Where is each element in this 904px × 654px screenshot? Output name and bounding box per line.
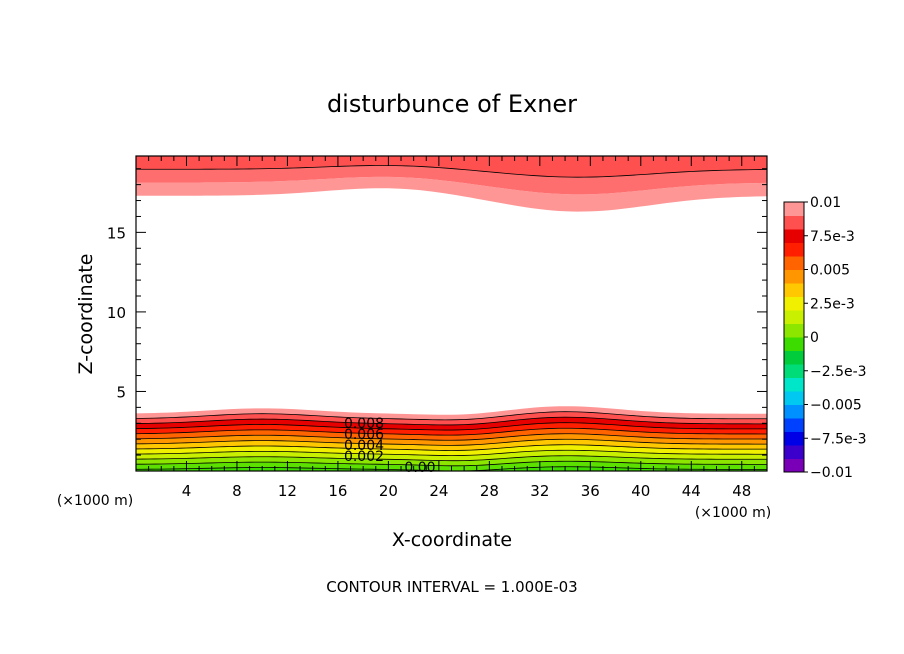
colorbar-tick-label: 2.5e-3 — [810, 296, 855, 312]
axis-ticks — [136, 156, 767, 471]
x-tick-labels: 4 8 12 16 20 24 28 32 36 40 44 48 — [182, 482, 752, 500]
colorbar-swatch — [784, 323, 804, 338]
y-axis-label: Z-coordinate — [75, 254, 97, 375]
x-tick-label: 44 — [682, 482, 701, 500]
bottom-band-10 — [136, 411, 767, 425]
colorbar-swatch — [784, 296, 804, 311]
x-tick-label: 36 — [581, 482, 600, 500]
bottom-contour-5 — [135, 438, 768, 446]
contour-label: 0.00 — [404, 460, 435, 476]
bottom-band-5 — [136, 439, 767, 451]
bottom-band-7 — [136, 428, 767, 441]
x-unit-left: (×1000 m) — [57, 493, 133, 509]
bottom-contour-4 — [135, 444, 767, 451]
colorbar-swatch — [784, 215, 804, 230]
colorbar-swatch — [784, 418, 804, 432]
y-tick-labels: 5 10 15 — [107, 224, 126, 401]
colorbar-swatch — [784, 229, 804, 243]
colorbar-tick-label: 7.5e-3 — [810, 229, 855, 245]
bottom-band-11 — [136, 406, 767, 420]
contour-interval-note: CONTOUR INTERVAL = 1.000E-03 — [326, 578, 577, 596]
colorbar-swatch — [784, 404, 804, 419]
colorbar-swatch — [784, 458, 804, 473]
contour-label: 0.008 — [344, 416, 384, 432]
x-tick-label: 12 — [278, 482, 297, 500]
colorbar — [783, 201, 805, 473]
colorbar-swatch — [784, 445, 804, 459]
y-tick-label: 5 — [116, 383, 126, 401]
x-tick-label: 8 — [232, 482, 242, 500]
y-tick-label: 10 — [107, 304, 126, 322]
x-tick-label: 28 — [480, 482, 499, 500]
chart-title: disturbunce of Exner — [327, 90, 577, 118]
contour-label: 0.006 — [344, 427, 384, 443]
contour-label: 0.002 — [344, 449, 384, 465]
x-tick-label: 48 — [732, 482, 751, 500]
colorbar-swatch — [784, 364, 804, 378]
bottom-band-6 — [136, 433, 767, 446]
colorbar-tick-label: −0.005 — [810, 398, 862, 414]
bottom-band-4 — [136, 444, 767, 456]
colorbar-swatch — [784, 202, 804, 216]
bottom-contour-1 — [135, 460, 767, 467]
colorbar-swatch — [784, 391, 804, 405]
colorbar-swatch — [784, 283, 804, 297]
colorbar-swatch — [784, 256, 804, 270]
bottom-contour-9 — [135, 416, 768, 426]
x-tick-label: 16 — [328, 482, 347, 500]
colorbar-tick-label: −0.01 — [810, 465, 853, 481]
colorbar-swatch — [784, 350, 804, 365]
x-tick-label: 20 — [379, 482, 398, 500]
colorbar-tick-label: −2.5e-3 — [810, 364, 867, 380]
top-band-1 — [136, 165, 767, 195]
top-contour-line — [136, 165, 768, 178]
bottom-contour-6 — [135, 433, 767, 441]
x-tick-label: 40 — [631, 482, 650, 500]
top-band-0 — [136, 176, 767, 212]
bottom-band-8 — [136, 422, 767, 436]
bottom-contour-8 — [135, 422, 767, 431]
colorbar-tick-label: 0 — [810, 330, 819, 346]
colorbar-swatch — [784, 377, 804, 392]
colorbar-tick-labels: 0.01 7.5e-3 0.005 2.5e-3 0 −2.5e-3 −0.005 −7.5e… — [804, 195, 867, 481]
colorbar-tick-label: 0.005 — [810, 263, 850, 279]
top-band-2 — [136, 156, 767, 178]
colorbar-swatch — [784, 310, 804, 324]
bottom-band-9 — [136, 417, 767, 431]
contour-label: 0.004 — [344, 438, 384, 454]
colorbar-tick-label: 0.01 — [810, 195, 841, 211]
bottom-contour-10 — [135, 411, 767, 421]
x-tick-label: 32 — [530, 482, 549, 500]
x-tick-label: 4 — [182, 482, 192, 500]
contour-lines — [135, 165, 768, 472]
colorbar-swatch — [784, 337, 804, 351]
colorbar-swatch — [784, 242, 804, 257]
x-axis-label: X-coordinate — [392, 529, 512, 551]
y-tick-label: 15 — [107, 224, 126, 242]
x-unit-right: (×1000 m) — [695, 505, 771, 521]
contour-fills — [136, 156, 767, 471]
bottom-contour-7 — [135, 427, 767, 436]
colorbar-swatch — [784, 269, 804, 284]
bottom-band-3 — [136, 450, 767, 461]
colorbar-tick-label: −7.5e-3 — [810, 431, 867, 447]
bottom-contour-2 — [135, 455, 767, 462]
bottom-contour-3 — [135, 449, 767, 456]
colorbar-swatch — [784, 431, 804, 446]
x-tick-label: 24 — [429, 482, 448, 500]
